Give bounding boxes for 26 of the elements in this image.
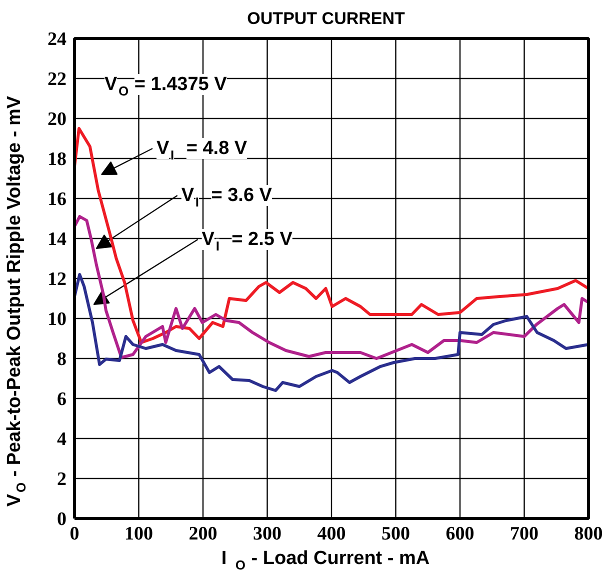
y-tick-label: 2 — [57, 469, 66, 490]
y-tick-label: 14 — [48, 229, 67, 250]
x-tick-label: 300 — [253, 524, 282, 544]
y-tick-label: 18 — [48, 149, 66, 170]
y-tick-label: 0 — [57, 509, 66, 530]
chart-title: OUTPUT CURRENT — [247, 9, 406, 28]
y-tick-label: 16 — [48, 189, 66, 210]
line-series — [73, 215, 590, 360]
line-series — [73, 273, 590, 392]
x-tick-label: 600 — [446, 524, 474, 544]
y-axis-title: VO - Peak-to-Peak Output Ripple Voltage - mV — [4, 96, 29, 507]
y-tick-label: 20 — [48, 109, 66, 130]
y-tick-label: 6 — [57, 389, 66, 410]
y-tick-label: 24 — [48, 29, 67, 50]
y-tick-label: 8 — [57, 349, 66, 370]
y-tick-label: 10 — [48, 309, 66, 330]
x-tick-label: 500 — [382, 524, 410, 544]
line-series — [73, 127, 590, 344]
y-tick-label: 4 — [57, 429, 67, 450]
x-tick-label: 200 — [188, 524, 218, 544]
y-tick-label: 12 — [48, 269, 66, 290]
x-tick-label: 400 — [317, 524, 346, 544]
x-tick-label: 800 — [574, 524, 603, 544]
x-tick-label: 700 — [510, 524, 538, 544]
y-tick-label: 22 — [48, 69, 66, 90]
x-tick-label: 100 — [124, 524, 153, 544]
